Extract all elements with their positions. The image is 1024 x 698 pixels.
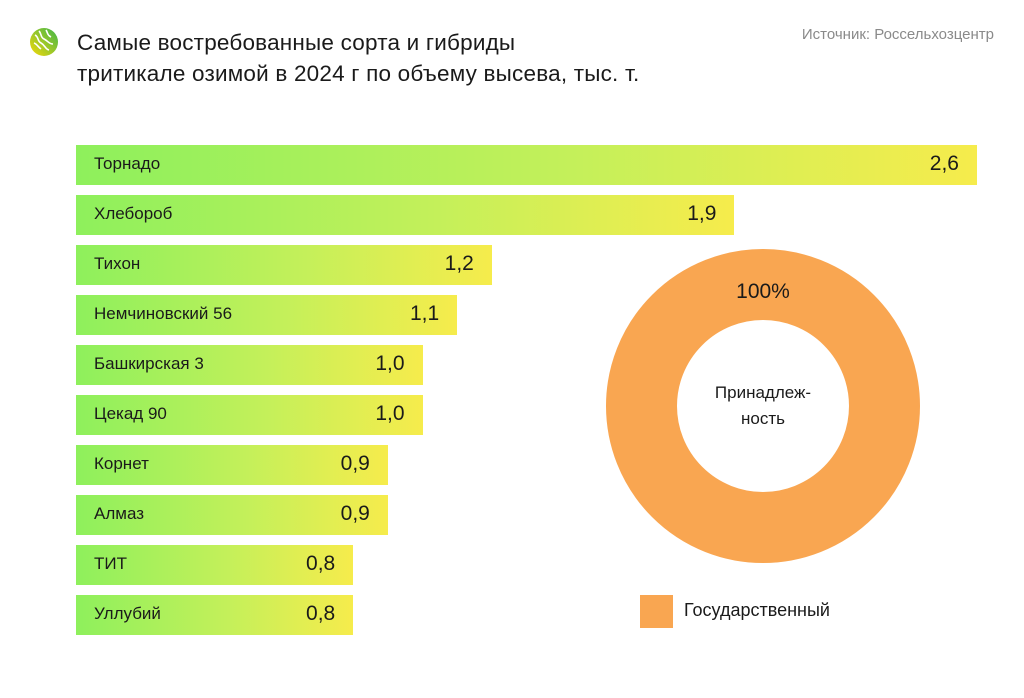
- bar: Башкирская 3 1,0: [76, 345, 423, 385]
- bar-value-label: 1,1: [409, 302, 440, 325]
- bar: Цекад 90 1,0: [76, 395, 423, 435]
- bar-category-label: Тихон: [94, 254, 141, 273]
- bar: Уллубий 0,8: [76, 595, 354, 635]
- bar: Тихон 1,2: [76, 245, 492, 285]
- bar-category-label: Башкирская 3: [94, 354, 204, 373]
- bar-value-label: 2,6: [929, 152, 959, 175]
- bar: Хлебороб 1,9: [76, 195, 735, 235]
- source-note: Источник: Россельхозцентр: [801, 26, 994, 43]
- bar-category-label: Корнет: [94, 454, 149, 473]
- bar: ТИТ 0,8: [76, 545, 354, 585]
- bar-category-label: Уллубий: [94, 604, 161, 623]
- donut-slice-gosudarstvenny: [606, 249, 920, 563]
- bar: Немчиновский 56 1,1: [76, 295, 458, 335]
- legend-swatch: [640, 595, 673, 628]
- bar-category-label: Торнадо: [94, 154, 161, 173]
- title-line-2: тритикале озимой в 2024 г по объему высе…: [77, 61, 640, 86]
- donut-slice-label: 100%: [736, 280, 790, 303]
- bar-value-label: 0,8: [306, 602, 336, 625]
- bar-category-label: Цекад 90: [94, 404, 167, 423]
- bar-category-label: Алмаз: [94, 504, 145, 523]
- logo-icon: [30, 28, 58, 56]
- bar-value-label: 0,8: [306, 552, 336, 575]
- bar-category-label: Хлебороб: [94, 204, 173, 223]
- center-label-line-2: ность: [741, 409, 785, 428]
- bar-value-label: 1,9: [687, 202, 717, 225]
- bar-category-label: ТИТ: [94, 554, 127, 573]
- bar: Алмаз 0,9: [76, 495, 388, 535]
- bar-value-label: 1,2: [444, 252, 474, 275]
- donut-center-label: Принадлеж- ность: [677, 380, 849, 432]
- bar-category-label: Немчиновский 56: [94, 304, 233, 323]
- chart-title: Самые востребованные сорта и гибриды три…: [77, 27, 639, 89]
- bar-value-label: 0,9: [340, 502, 370, 525]
- bar: Торнадо 2,6: [76, 145, 977, 185]
- center-label-line-1: Принадлеж-: [714, 383, 812, 402]
- legend-label: Государственный: [684, 600, 830, 620]
- bar-value-label: 1,0: [375, 352, 405, 375]
- bar-value-label: 1,0: [375, 402, 405, 425]
- title-line-1: Самые востребованные сорта и гибриды: [77, 30, 516, 55]
- bar: Корнет 0,9: [76, 445, 388, 485]
- bar-value-label: 0,9: [340, 452, 370, 475]
